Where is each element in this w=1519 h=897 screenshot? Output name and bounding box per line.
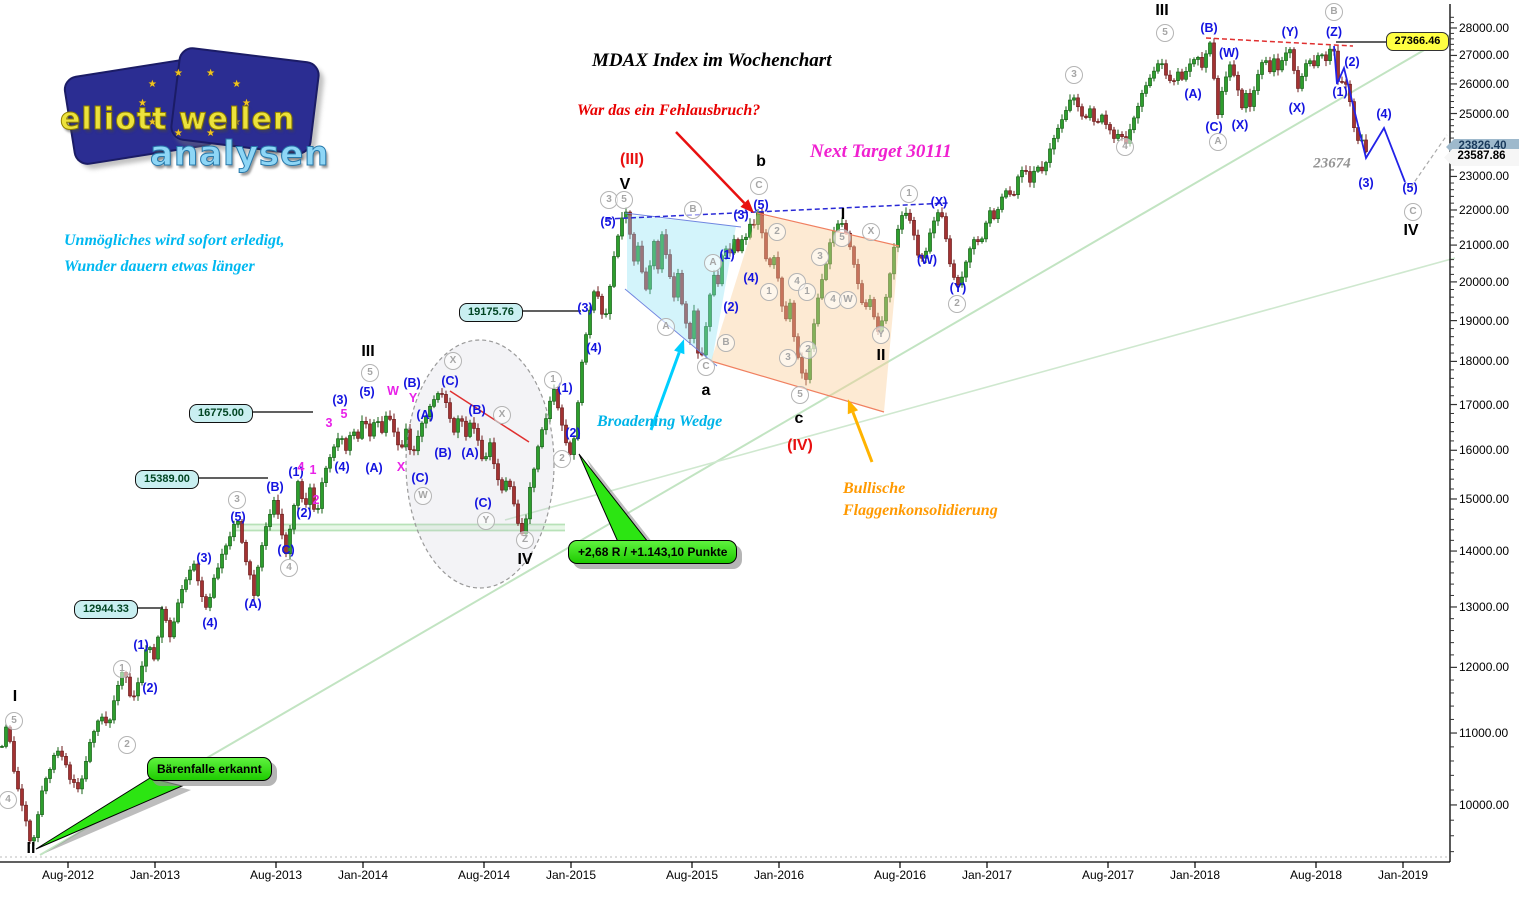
- logo-text-line2: analysen: [149, 134, 330, 175]
- price-level-tag: 15389.00: [135, 470, 199, 489]
- annotation-bull-flag: Bullische Flaggenkonsolidierung: [843, 478, 998, 522]
- logo-text-line1: elliott wellen: [59, 102, 296, 138]
- price-level-tag: 19175.76: [459, 303, 523, 322]
- chart-title: MDAX Index im Wochenchart: [592, 50, 832, 71]
- star-icon: ★: [206, 128, 216, 140]
- price-level-tag: 12944.33: [74, 600, 138, 619]
- candles-layer: [0, 38, 1368, 847]
- star-icon: ★: [147, 116, 157, 128]
- current-price-tag: 23587.86: [1444, 149, 1519, 166]
- price-high-tag: 27366.46: [1386, 32, 1449, 51]
- star-icon: ★: [173, 67, 183, 79]
- annotation-low-23674: 23674: [1313, 155, 1351, 172]
- star-icon: ★: [147, 79, 157, 91]
- bull-flag-line1: Bullische: [843, 480, 906, 497]
- annotation-question: War das ein Fehlausbruch?: [577, 102, 761, 119]
- star-icon: ★: [242, 98, 251, 109]
- tagline-line1: Unmögliches wird sofort erledigt,: [64, 232, 285, 249]
- star-icon: ★: [138, 98, 147, 109]
- bull-flag-line2: Flaggenkonsolidierung: [843, 502, 998, 519]
- callout-r-multiple: +2,68 R / +1.143,10 Punkte: [568, 540, 738, 564]
- callout-bear-trap: Bärenfalle erkannt: [147, 757, 272, 781]
- star-icon: ★: [206, 67, 216, 79]
- star-icon: ★: [232, 79, 242, 91]
- star-icon: ★: [173, 128, 183, 140]
- logo: ★ ★ ★ ★ ★ ★ ★ ★ ★ ★ elliott wellen analysen: [52, 45, 342, 196]
- annotation-next-target: Next Target 30111: [810, 141, 952, 162]
- annotation-broadening-wedge: Broadening Wedge: [597, 413, 723, 430]
- price-level-tag: 16775.00: [189, 404, 253, 423]
- tagline-line2: Wunder dauern etwas länger: [64, 258, 255, 275]
- star-icon: ★: [232, 116, 242, 128]
- tagline: Unmögliches wird sofort erledigt, Wunder…: [64, 228, 284, 280]
